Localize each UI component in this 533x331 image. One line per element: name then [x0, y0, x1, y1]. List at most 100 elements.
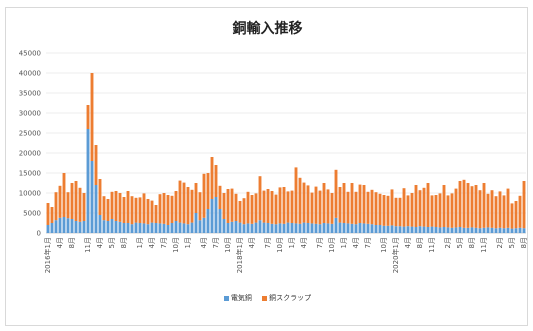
bar-series-1	[234, 221, 238, 233]
x-tick-label: 7月	[264, 237, 272, 248]
bar-series-2	[242, 198, 246, 225]
bar-series-1	[346, 223, 350, 233]
bar-series-1	[522, 228, 526, 233]
bar-series-1	[354, 224, 358, 233]
bar-series-2	[446, 195, 450, 228]
bar-series-1	[378, 225, 382, 233]
x-tick-label: 7月	[160, 237, 168, 248]
bar-series-2	[322, 183, 326, 223]
x-tick-label: 2016年1月	[43, 237, 52, 273]
bar-series-2	[210, 157, 214, 199]
bar-series-1	[110, 219, 114, 233]
bar-series-2	[414, 185, 418, 227]
bar-series-1	[178, 222, 182, 233]
bar-series-2	[66, 192, 70, 219]
bar-series-2	[438, 193, 442, 228]
bar-series-1	[446, 227, 450, 233]
bar-series-1	[478, 228, 482, 233]
bar-series-1	[374, 225, 378, 233]
bar-series-1	[510, 228, 514, 233]
bar-series-2	[46, 203, 50, 225]
x-tick-label: 4月	[404, 237, 412, 248]
bar-series-2	[334, 169, 338, 218]
bar-series-1	[66, 218, 70, 233]
bar-series-2	[114, 191, 118, 221]
bar-series-1	[246, 223, 250, 233]
bar-series-2	[182, 182, 186, 224]
bar-series-2	[250, 195, 254, 224]
bar-series-2	[110, 191, 114, 219]
bar-series-1	[466, 227, 470, 233]
x-tick-label: 11月	[428, 237, 436, 253]
bar-series-2	[518, 195, 522, 228]
bar-series-1	[98, 215, 102, 233]
bar-series-2	[378, 193, 382, 225]
legend-item-series-2: 銅スクラップ	[262, 293, 311, 303]
bar-series-1	[410, 226, 414, 233]
bar-series-1	[50, 223, 54, 233]
bar-series-1	[390, 225, 394, 233]
bar-series-1	[130, 224, 134, 233]
bar-series-2	[346, 191, 350, 224]
bar-series-1	[86, 129, 90, 233]
bar-series-1	[302, 222, 306, 233]
bar-series-2	[306, 185, 310, 223]
x-tick-label: 1月	[340, 237, 348, 248]
bar-series-2	[394, 197, 398, 227]
bar-series-2	[478, 190, 482, 229]
bar-series-1	[238, 222, 242, 233]
bar-series-2	[118, 193, 122, 222]
bar-series-2	[454, 188, 458, 228]
y-tick-label: 5000	[23, 210, 41, 218]
x-tick-label: 7月	[364, 237, 372, 248]
bar-series-2	[146, 199, 150, 225]
bar-series-2	[374, 192, 378, 225]
x-tick-label: 4月	[148, 237, 156, 248]
bar-series-1	[382, 225, 386, 233]
bar-series-2	[410, 193, 414, 227]
x-tick-label: 2月	[444, 237, 452, 248]
x-tick-label: 2月	[496, 237, 504, 248]
bar-series-2	[266, 189, 270, 223]
bar-series-2	[134, 197, 138, 223]
bar-series-1	[250, 223, 254, 233]
bar-series-2	[342, 183, 346, 223]
bar-series-1	[490, 227, 494, 233]
bar-series-2	[330, 193, 334, 224]
bar-series-1	[126, 223, 130, 233]
bar-series-1	[122, 223, 126, 233]
x-tick-label: 4月	[56, 237, 64, 248]
bar-series-2	[194, 183, 198, 213]
bar-series-2	[434, 195, 438, 227]
bar-series-1	[338, 222, 342, 233]
x-tick-label: 1月	[136, 237, 144, 248]
bar-series-2	[226, 189, 230, 223]
bar-series-2	[326, 189, 330, 224]
bar-series-1	[278, 223, 282, 233]
bar-series-1	[146, 224, 150, 233]
bar-series-2	[122, 197, 126, 223]
x-tick-label: 1月	[184, 237, 192, 248]
bar-series-1	[198, 220, 202, 233]
bar-series-2	[58, 185, 62, 218]
bar-series-1	[402, 226, 406, 233]
bar-series-1	[506, 227, 510, 233]
x-tick-label: 11月	[84, 237, 92, 253]
bar-series-2	[482, 183, 486, 228]
bar-series-1	[362, 223, 366, 233]
bar-series-2	[366, 191, 370, 224]
bar-series-2	[254, 193, 258, 223]
bar-series-2	[106, 199, 110, 221]
bar-series-2	[462, 179, 466, 228]
x-tick-label: 10月	[328, 237, 336, 253]
bar-series-1	[426, 227, 430, 233]
x-tick-label: 10月	[172, 237, 180, 253]
bar-series-1	[242, 224, 246, 233]
bar-series-1	[78, 221, 82, 233]
bar-series-2	[98, 179, 102, 215]
y-axis-ticks: 0 5000 10000 15000 20000 25000 30000 35000 40000…	[19, 50, 41, 238]
bar-series-2	[430, 195, 434, 227]
bar-series-1	[310, 223, 314, 233]
y-tick-label: 25000	[19, 130, 41, 138]
bar-series-1	[514, 228, 518, 233]
